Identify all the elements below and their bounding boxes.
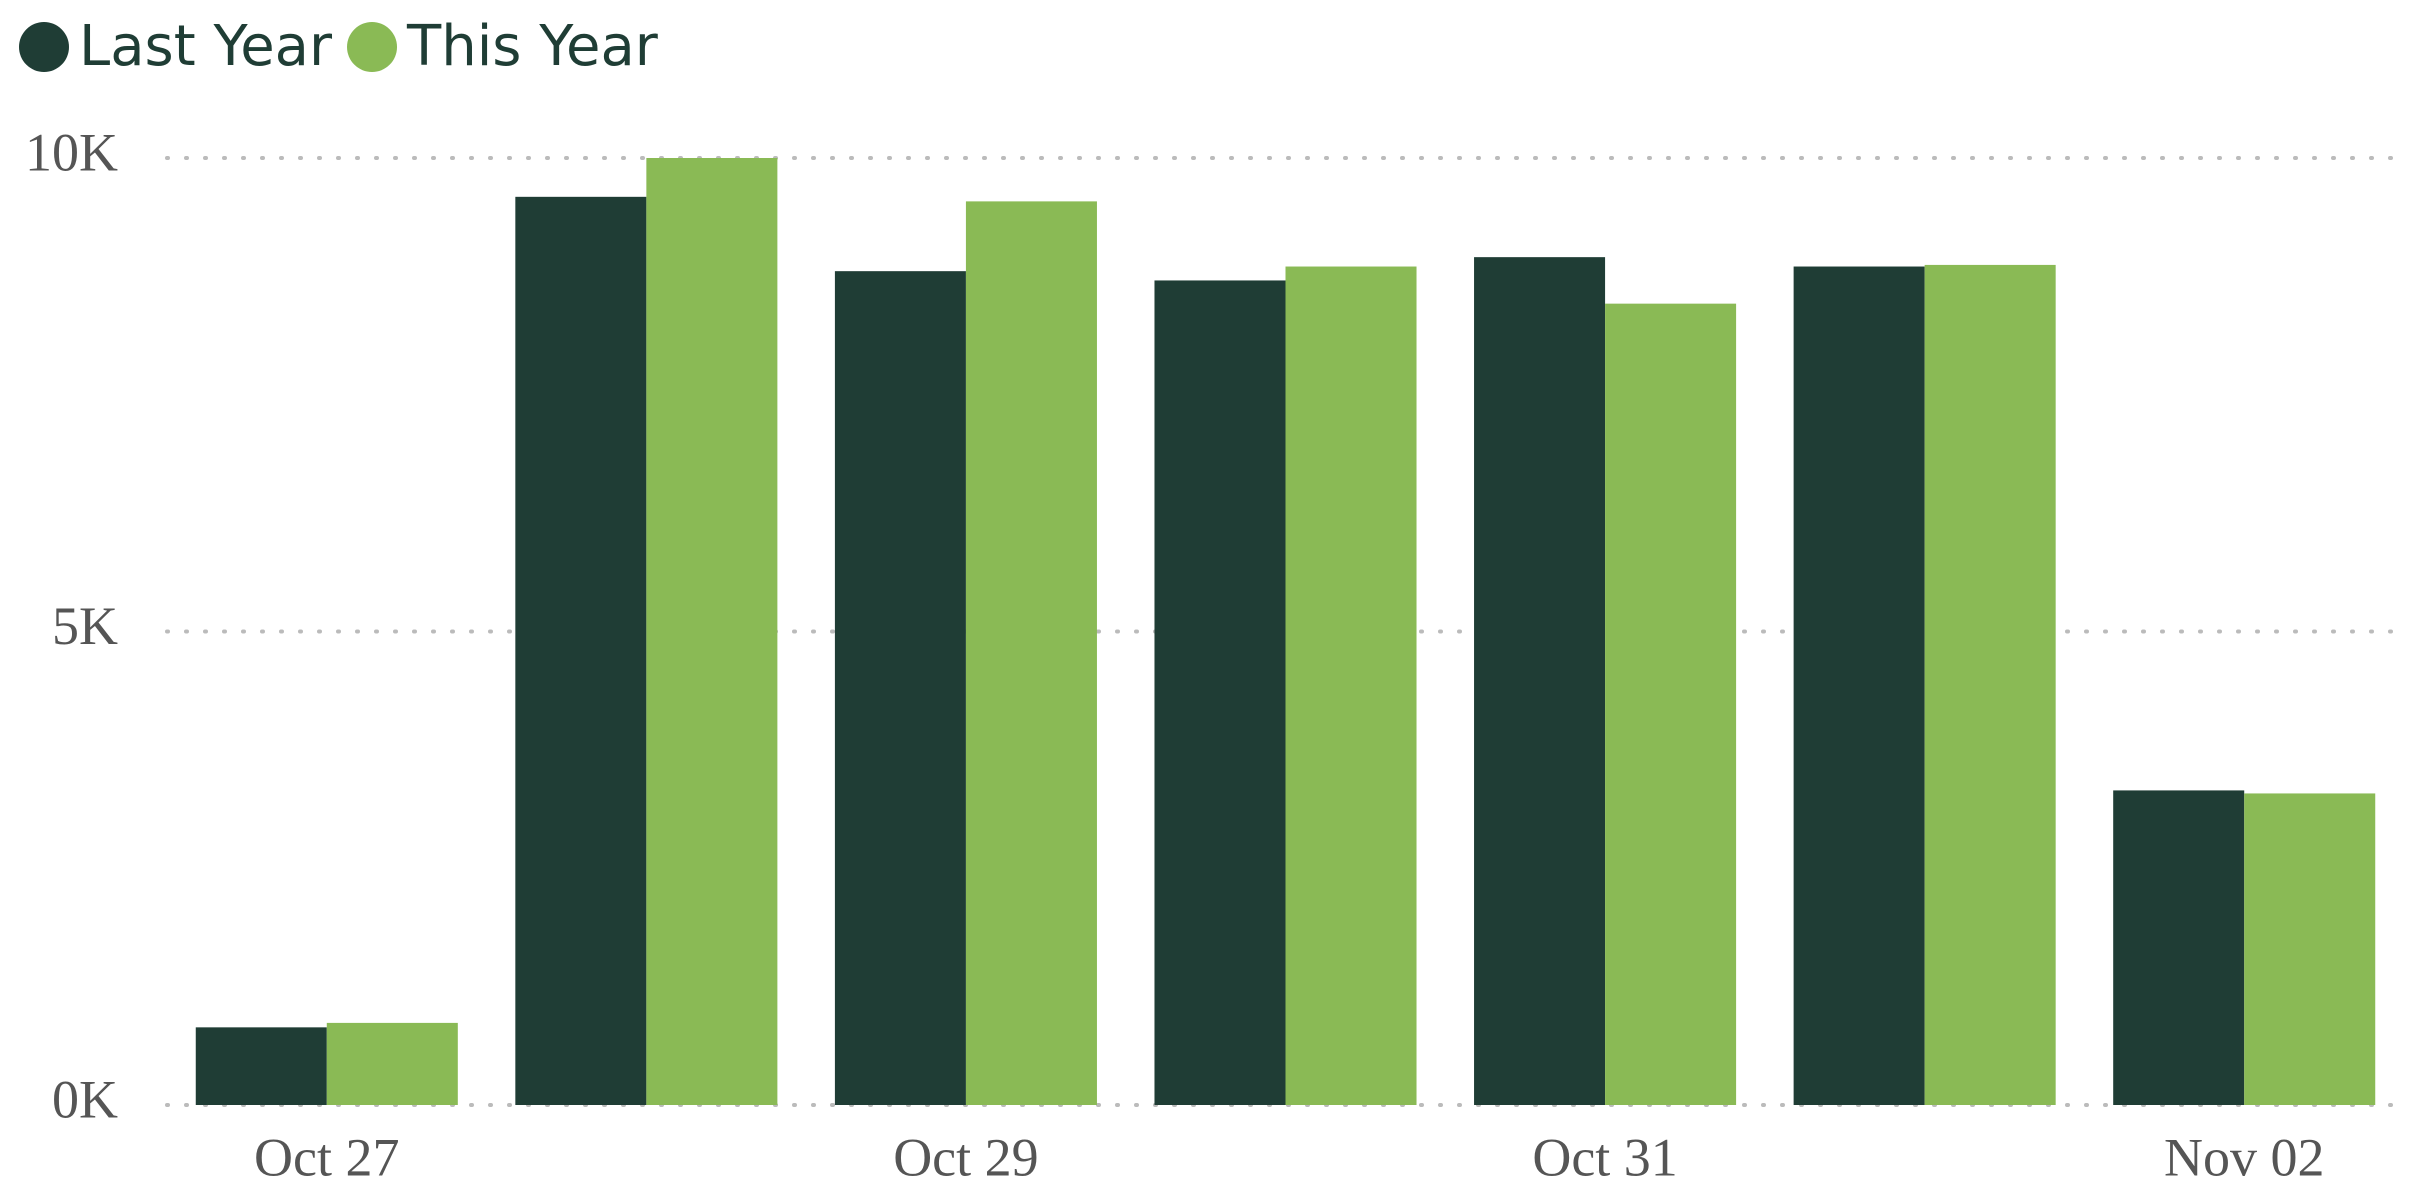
bar [1474, 257, 1606, 1106]
legend-label: This Year [406, 14, 659, 79]
bar [515, 196, 647, 1105]
bar [326, 1022, 458, 1105]
bar [1154, 280, 1286, 1105]
bar [965, 201, 1097, 1105]
bar [646, 158, 778, 1105]
bar [1285, 266, 1417, 1105]
legend-marker [19, 22, 69, 72]
legend-label: Last Year [79, 14, 333, 79]
x-tick-label: Oct 29 [893, 1127, 1038, 1187]
bar [834, 271, 966, 1105]
legend-marker [347, 22, 398, 72]
bar [2244, 793, 2376, 1105]
y-tick-label: 5K [52, 596, 118, 656]
y-tick-label: 0K [52, 1069, 118, 1129]
bar [1924, 264, 2056, 1106]
bar [195, 1027, 327, 1105]
bar [1605, 303, 1737, 1106]
x-tick-label: Oct 27 [254, 1127, 399, 1187]
x-tick-label: Nov 02 [2164, 1127, 2325, 1187]
bar [2113, 790, 2245, 1105]
bar [1793, 266, 1925, 1105]
y-tick-label: 10K [25, 122, 118, 182]
x-tick-label: Oct 31 [1532, 1127, 1677, 1187]
